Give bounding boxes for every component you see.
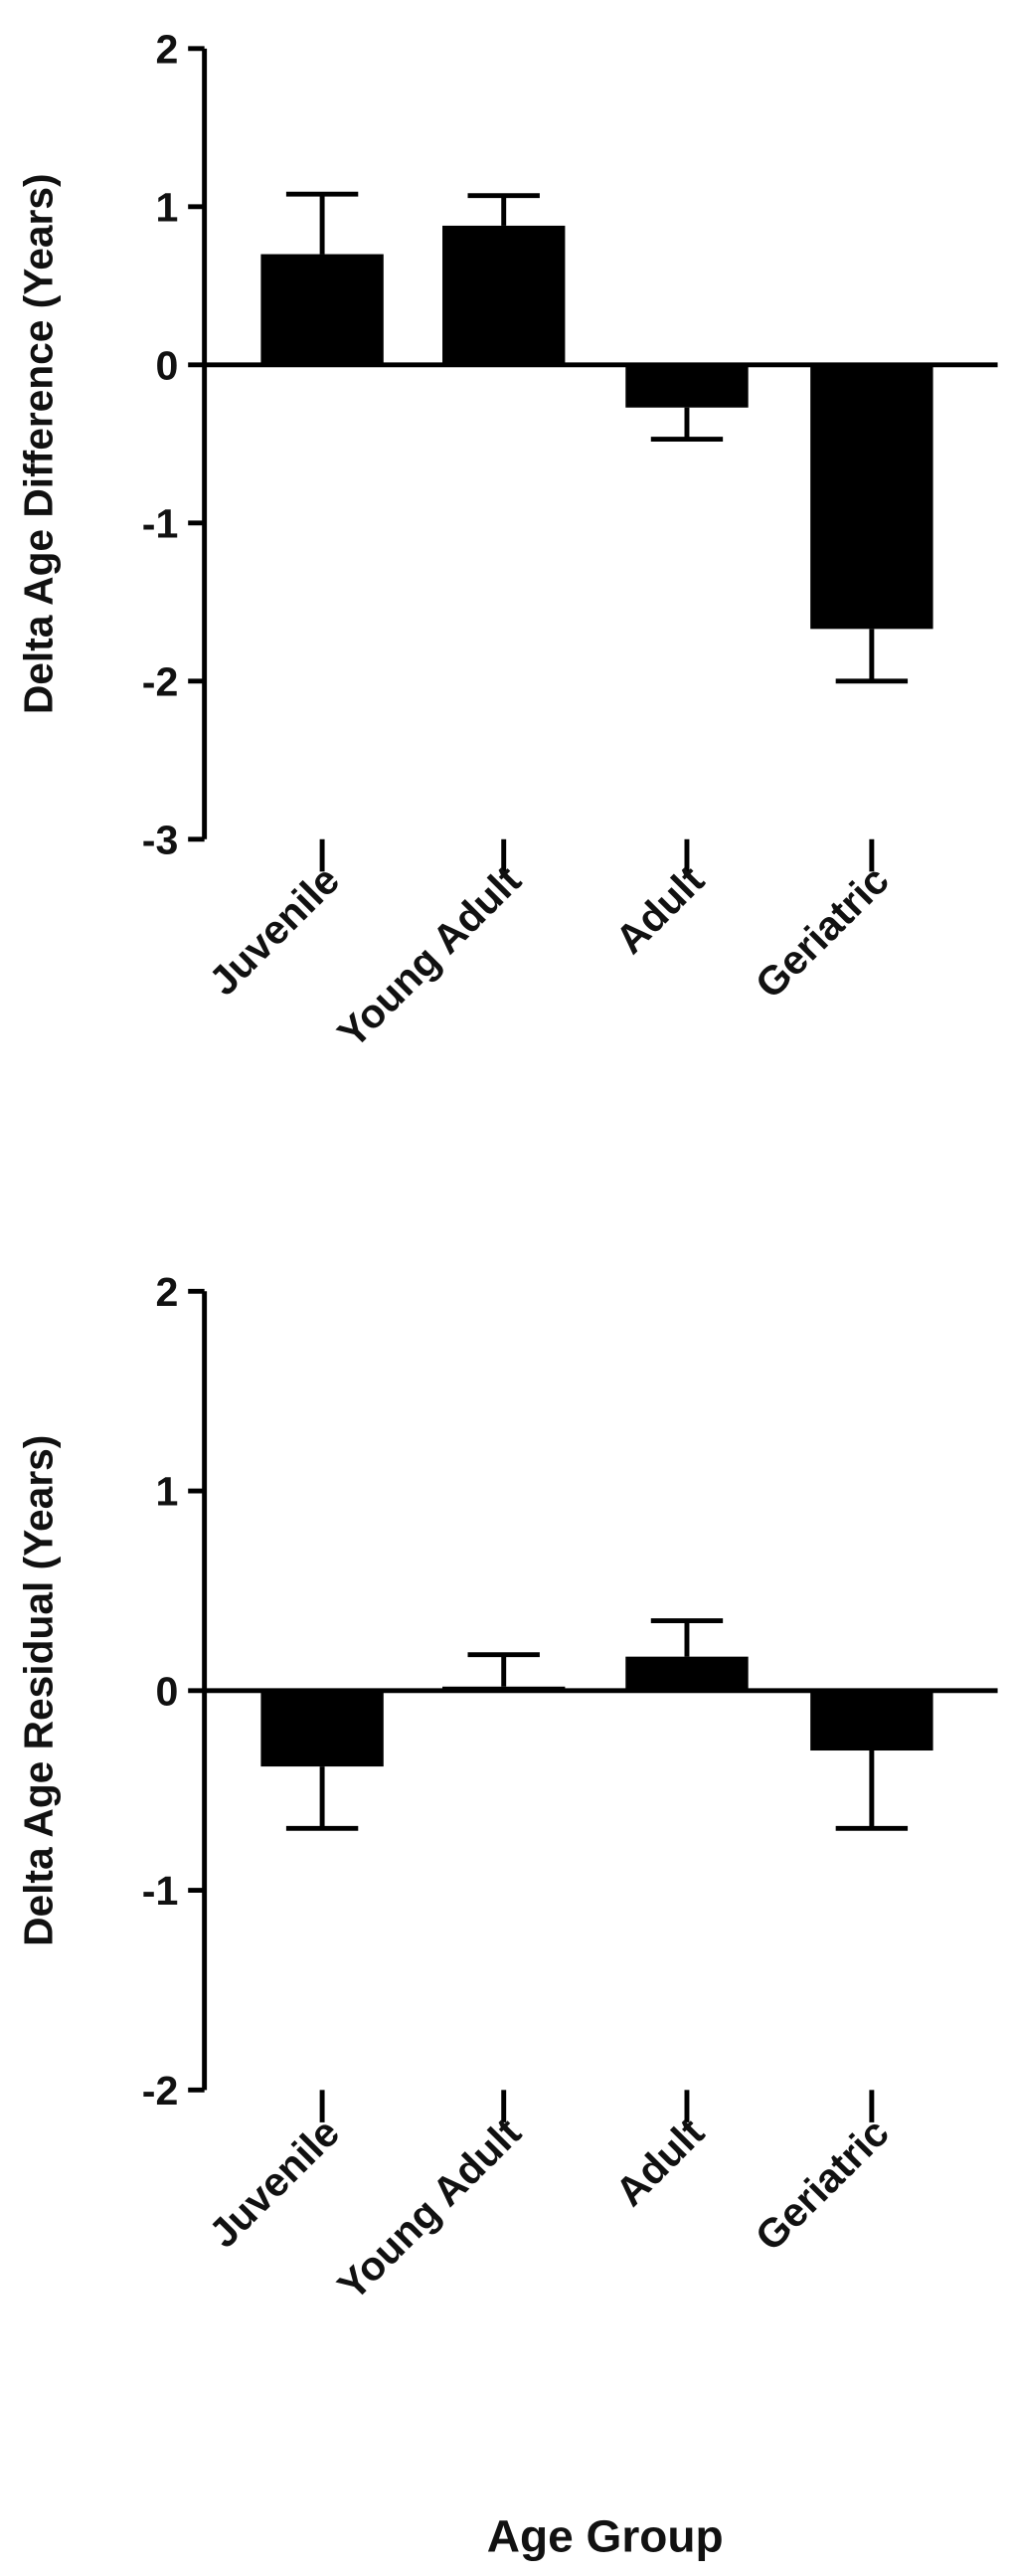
y-tick-label: -1 [142, 1868, 179, 1914]
y-tick-label: -2 [142, 2068, 179, 2114]
y-tick-label: 2 [155, 1269, 178, 1315]
bar [260, 1690, 384, 1767]
x-tick-label: Juvenile [200, 857, 348, 1005]
y-tick-label: -3 [142, 818, 179, 863]
x-tick-label: Juvenile [200, 2110, 348, 2257]
y-tick-label: 1 [155, 1469, 178, 1515]
bar [810, 364, 933, 630]
x-tick-label: Young Adult [329, 2110, 530, 2308]
bar [442, 225, 566, 365]
y-tick-label: -2 [142, 659, 179, 705]
x-tick-label: Adult [606, 2110, 713, 2215]
x-axis-label: Age Group [487, 2511, 724, 2562]
y-tick-label: 0 [155, 343, 178, 389]
bar [260, 254, 384, 365]
bar [625, 364, 749, 408]
y-tick-label: -1 [142, 501, 179, 547]
y-tick-label: 0 [155, 1669, 178, 1715]
y-tick-label: 2 [155, 27, 178, 73]
bar [810, 1690, 933, 1751]
bar [625, 1656, 749, 1691]
y-axis-label: Delta Age Residual (Years) [15, 1435, 61, 1946]
y-tick-label: 1 [155, 185, 178, 231]
x-tick-label: Geriatric [747, 857, 898, 1008]
y-axis-label: Delta Age Difference (Years) [15, 173, 61, 714]
x-tick-label: Young Adult [329, 856, 530, 1055]
x-tick-label: Adult [606, 856, 713, 962]
x-tick-label: Geriatric [747, 2110, 898, 2260]
